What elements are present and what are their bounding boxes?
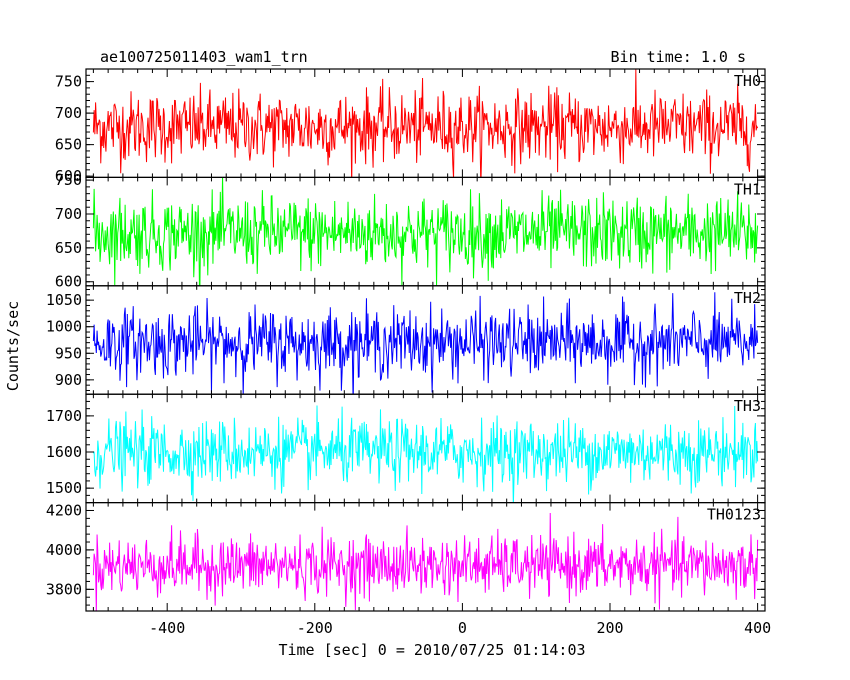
y-tick-label: 750 <box>55 73 82 91</box>
y-tick-label: 1600 <box>46 443 82 461</box>
y-tick-label: 900 <box>55 371 82 389</box>
series-line-th2 <box>92 292 759 395</box>
y-tick-label: 600 <box>55 167 82 185</box>
x-tick-label: 400 <box>744 619 771 637</box>
y-tick-label: 4000 <box>46 541 82 559</box>
y-tick-label: 1000 <box>46 318 82 336</box>
bin-time-label: Bin time: 1.0 s <box>611 48 746 66</box>
panel-label: TH0123 <box>707 506 761 524</box>
y-tick-label: 3800 <box>46 580 82 598</box>
x-tick-label: 0 <box>458 619 467 637</box>
panel-label: TH2 <box>734 289 761 307</box>
y-tick-label: 650 <box>55 239 82 257</box>
panels-group: 600 650 700 750 TH0 600 650 700 750 TH1 900 950 1000… <box>46 68 771 637</box>
y-tick-label: 4200 <box>46 501 82 519</box>
panel-th1: 600 650 700 750 TH1 <box>55 171 766 291</box>
x-axis-label: Time [sec] 0 = 2010/07/25 01:14:03 <box>278 641 585 659</box>
panel-th3: 1500 1600 1700 TH3 <box>46 393 766 504</box>
x-tick-label: -400 <box>149 619 185 637</box>
series-line-th0 <box>92 69 759 178</box>
x-tick-label: -200 <box>297 619 333 637</box>
y-tick-label: 1500 <box>46 479 82 497</box>
chart-title: ae100725011403_wam1_trn <box>100 48 308 66</box>
panel-th2: 900 950 1000 1050 TH2 <box>46 285 766 395</box>
y-tick-label: 700 <box>55 205 82 223</box>
series-line-th0123 <box>92 512 759 612</box>
y-tick-label: 650 <box>55 136 82 154</box>
panel-label: TH0 <box>734 72 761 90</box>
y-axis-label: Counts/sec <box>4 301 22 391</box>
panel-th0: 600 650 700 750 TH0 <box>55 68 766 185</box>
y-tick-label: 1700 <box>46 407 82 425</box>
series-line-th1 <box>92 177 759 286</box>
y-tick-label: 750 <box>55 171 82 189</box>
y-tick-label: 1050 <box>46 291 82 309</box>
panel-label: TH3 <box>734 397 761 415</box>
panel-label: TH1 <box>734 180 761 198</box>
panel-th0123: 3800 4000 4200 TH0123 <box>46 501 766 612</box>
panel-frame <box>85 502 766 612</box>
x-tick-label: 200 <box>596 619 623 637</box>
y-tick-label: 700 <box>55 104 82 122</box>
y-tick-label: 950 <box>55 344 82 362</box>
y-tick-label: 600 <box>55 273 82 291</box>
series-line-th3 <box>92 405 759 503</box>
